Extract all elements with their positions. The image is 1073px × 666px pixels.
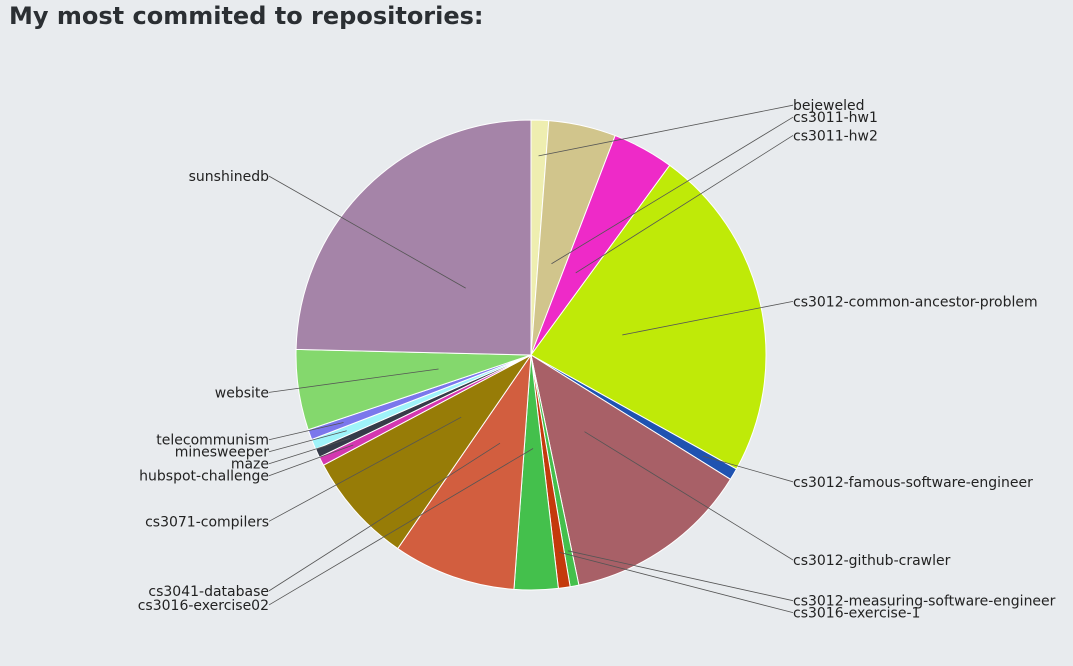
slice-label-cs3011-hw1: cs3011-hw1 <box>793 110 878 126</box>
leader-line-cs3016-exercise02 <box>268 448 534 606</box>
slice-label-cs3012-famous-software-engineer: cs3012-famous-software-engineer <box>793 475 1033 491</box>
leader-line-minesweeper <box>268 430 347 453</box>
pie-slice-cs3071-compilers[interactable] <box>322 354 532 550</box>
slice-label-minesweeper: minesweeper <box>175 445 269 461</box>
leader-line-cs3012-common-ancestor-problem <box>622 300 794 336</box>
slice-label-cs3012-github-crawler: cs3012-github-crawler <box>793 553 951 569</box>
leader-line-website <box>268 368 439 393</box>
slice-label-cs3071-compilers: cs3071-compilers <box>145 514 269 530</box>
leader-line-sunshinedb <box>268 175 466 289</box>
leader-line-cs3012-measuring-software-engineer <box>567 550 794 602</box>
slice-label-cs3012-common-ancestor-problem: cs3012-common-ancestor-problem <box>793 294 1038 310</box>
leader-line-hubspot-challenge <box>268 444 354 477</box>
label-leader-lines <box>268 104 794 614</box>
slice-label-cs3016-exercise02: cs3016-exercise02 <box>138 598 269 614</box>
leader-line-cs3011-hw2 <box>575 135 794 274</box>
leader-line-cs3012-famous-software-engineer <box>702 455 794 483</box>
slice-label-website: website <box>215 385 269 401</box>
leader-line-bejeweled <box>538 104 794 157</box>
slice-label-telecommunism: telecommunism <box>156 433 269 449</box>
slice-label-bejeweled: bejeweled <box>793 98 864 114</box>
leader-line-telecommunism <box>268 422 344 441</box>
pie-slice-cs3012-github-crawler[interactable] <box>530 353 732 586</box>
slice-label-cs3012-measuring-software-engineer: cs3012-measuring-software-engineer <box>793 594 1056 610</box>
slice-label-cs3041-database: cs3041-database <box>148 584 269 600</box>
pie-slices <box>295 119 767 591</box>
pie-slice-cs3041-database[interactable] <box>397 353 532 590</box>
pie-slice-sunshinedb[interactable] <box>295 119 532 356</box>
slice-label-cs3011-hw2: cs3011-hw2 <box>793 128 878 144</box>
slice-label-sunshinedb: sunshinedb <box>189 169 269 185</box>
slice-label-hubspot-challenge: hubspot-challenge <box>139 469 269 485</box>
leader-line-cs3041-database <box>268 442 501 592</box>
leader-line-cs3016-exercise-1 <box>559 551 794 614</box>
leader-line-cs3011-hw1 <box>551 116 794 265</box>
leader-line-maze <box>268 437 351 465</box>
leader-line-cs3071-compilers <box>268 416 462 522</box>
slice-label-maze: maze <box>231 457 269 473</box>
pie-slice-cs3012-common-ancestor-problem[interactable] <box>530 164 767 470</box>
page-title: My most commited to repositories: <box>9 2 484 30</box>
slice-label-cs3016-exercise-1: cs3016-exercise-1 <box>793 606 920 622</box>
leader-line-cs3012-github-crawler <box>584 431 794 561</box>
